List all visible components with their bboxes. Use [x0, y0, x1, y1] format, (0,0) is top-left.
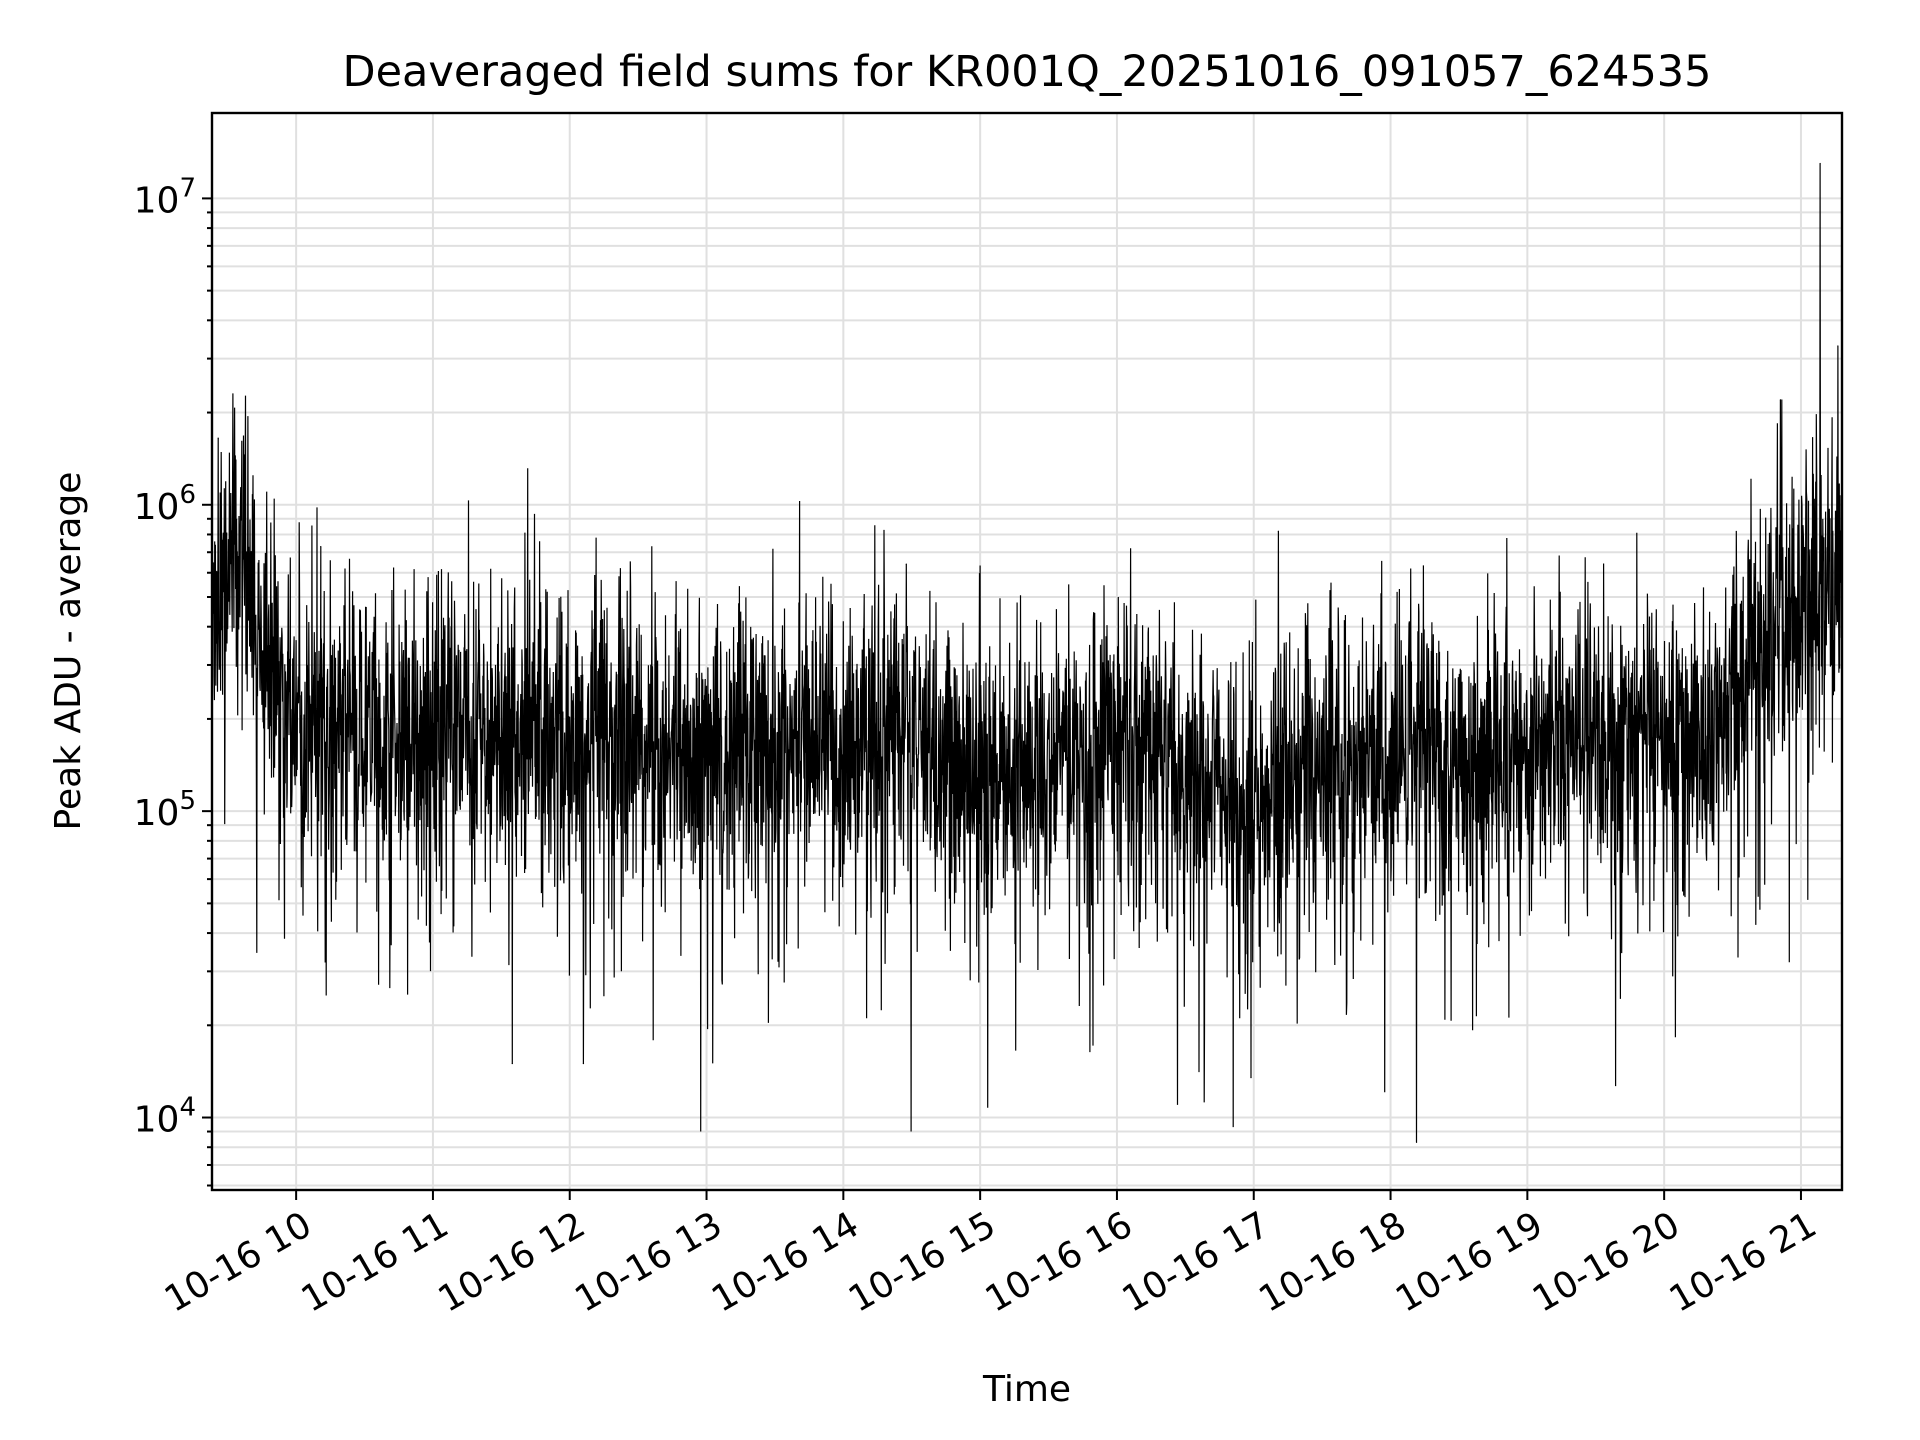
data-series: [211, 162, 1843, 1143]
chart-title: Deaveraged field sums for KR001Q_2025101…: [342, 47, 1711, 97]
notable-point: [582, 1062, 585, 1065]
notable-point: [905, 563, 907, 565]
y-tick-label: 106: [134, 480, 196, 528]
y-tick-label: 105: [134, 786, 196, 834]
y-axis: 104 105 106 107: [134, 173, 212, 1187]
notable-point: [1277, 530, 1279, 532]
notable-point: [1819, 162, 1821, 165]
y-tick-label: 104: [134, 1093, 196, 1141]
notable-point: [1779, 399, 1782, 401]
notable-point: [320, 546, 322, 548]
y-tick-label: 107: [134, 173, 196, 221]
notable-point: [1837, 345, 1839, 347]
grid: [212, 113, 1842, 1190]
notable-point: [235, 459, 237, 461]
series-line: [211, 163, 1843, 1143]
notable-point: [1250, 1076, 1252, 1079]
x-axis-label: Time: [982, 1369, 1071, 1410]
y-axis-label: Peak ADU - average: [48, 472, 89, 831]
notable-point: [217, 437, 219, 439]
plot-frame: [210, 111, 1844, 1192]
notable-point: [511, 1062, 513, 1065]
notable-point: [1415, 1141, 1418, 1143]
